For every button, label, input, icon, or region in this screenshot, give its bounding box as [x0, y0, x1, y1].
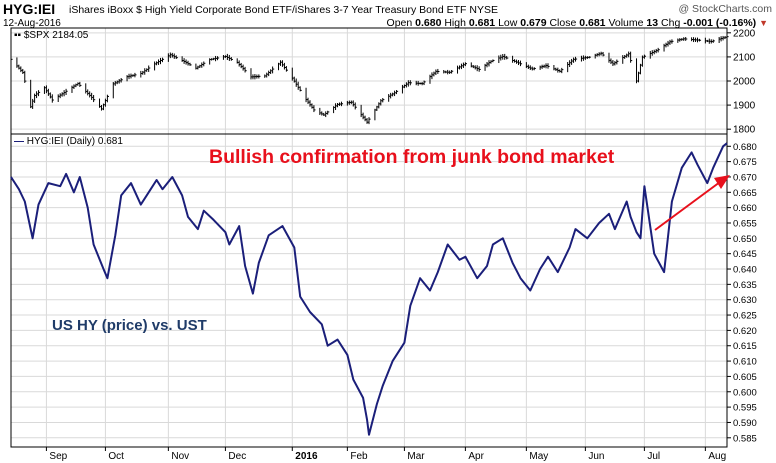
spx-y-axis-tick-label: 1800 [733, 125, 756, 136]
low-value: 0.679 [520, 17, 547, 29]
spx-legend: ▪▪ $SPX 2184.05 [14, 30, 88, 41]
spx-y-axis-tick-label: 2000 [733, 77, 756, 88]
watermark: @ StockCharts.com [678, 3, 772, 15]
ratio-series-line [10, 142, 728, 436]
spx-y-axis-tick-label: 1900 [733, 101, 756, 112]
x-axis: Sep Oct Nov Dec 2016 Feb Mar Apr May Jun Jul Aug [45, 447, 726, 462]
ratio-y-axis-tick-label: 0.640 [733, 265, 757, 276]
x-axis-tick-label: 2016 [295, 451, 318, 462]
ratio-y-axis-tick-label: 0.605 [733, 372, 757, 383]
annotation-series-description: US HY (price) vs. UST [52, 317, 207, 334]
ratio-y-axis-tick-label: 0.630 [733, 295, 757, 306]
spx-y-axis: 1800 1900 2000 2100 2200 [727, 28, 756, 136]
ratio-y-axis-tick-label: 0.665 [733, 188, 757, 199]
spx-y-axis-tick-label: 2200 [733, 28, 756, 39]
x-axis-tick-label: Oct [108, 451, 124, 462]
ratio-y-axis-tick-label: 0.675 [733, 157, 757, 168]
ratio-gridlines [11, 134, 727, 447]
chg-down-arrow-icon: ▼ [759, 18, 768, 28]
x-axis-tick-label: Jul [647, 451, 660, 462]
high-label: High [444, 17, 466, 29]
ratio-legend-icon: — [14, 136, 24, 147]
close-label: Close [549, 17, 577, 29]
open-value: 0.680 [415, 17, 442, 29]
ratio-y-axis-tick-label: 0.680 [733, 142, 757, 153]
ratio-y-axis-tick-label: 0.660 [733, 203, 757, 214]
x-axis-tick-label: Dec [228, 451, 246, 462]
ratio-y-axis-tick-label: 0.585 [733, 433, 757, 444]
chart-date: 12-Aug-2016 [3, 18, 61, 29]
chg-label: Chg [661, 17, 681, 29]
ratio-pane-frame [10, 133, 728, 448]
x-axis-tick-label: Apr [468, 451, 484, 462]
ratio-y-axis-tick-label: 0.590 [733, 418, 757, 429]
trend-arrow-head-icon [714, 175, 730, 189]
x-axis-tick-label: Mar [407, 451, 425, 462]
chg-value: -0.001 (-0.16%) [683, 17, 757, 29]
ratio-y-axis-tick-label: 0.620 [733, 326, 757, 337]
spx-price-bars [10, 34, 729, 125]
spx-y-axis-tick-label: 2100 [733, 52, 756, 63]
ratio-y-axis-tick-label: 0.670 [733, 172, 757, 183]
ratio-y-axis-tick-label: 0.610 [733, 357, 757, 368]
x-axis-tick-label: Feb [350, 451, 368, 462]
spx-gridlines [11, 28, 727, 134]
low-label: Low [498, 17, 518, 29]
chart-symbol: HYG:IEI [3, 1, 56, 17]
ratio-y-axis-tick-label: 0.625 [733, 311, 757, 322]
ratio-y-axis-tick-label: 0.655 [733, 218, 757, 229]
open-label: Open [386, 17, 413, 29]
high-value: 0.681 [468, 17, 496, 29]
ratio-legend: — HYG:IEI (Daily) 0.681 [14, 136, 123, 147]
spx-legend-icon: ▪▪ [14, 30, 22, 41]
x-axis-tick-label: Sep [49, 451, 67, 462]
ratio-y-axis-tick-label: 0.645 [733, 249, 757, 260]
x-axis-tick-label: Nov [171, 451, 189, 462]
volume-value: 13 [646, 17, 659, 29]
x-axis-tick-label: May [529, 451, 548, 462]
ohlc-readout: Open 0.680 High 0.681 Low 0.679 Close 0.… [387, 17, 768, 29]
volume-label: Volume [608, 17, 644, 29]
close-value: 0.681 [579, 17, 606, 29]
x-axis-tick-label: Jun [588, 451, 604, 462]
ratio-y-axis: 0.585 0.590 0.595 0.600 0.605 0.610 0.615 0.620… [727, 142, 757, 444]
ratio-y-axis-tick-label: 0.595 [733, 403, 757, 414]
ratio-y-axis-tick-label: 0.600 [733, 387, 757, 398]
ratio-y-axis-tick-label: 0.635 [733, 280, 757, 291]
spx-legend-text: $SPX 2184.05 [23, 30, 89, 41]
annotation-bullish: Bullish confirmation from junk bond mark… [209, 146, 615, 168]
ratio-y-axis-tick-label: 0.650 [733, 234, 757, 245]
chart-description: iShares iBoxx $ High Yield Corporate Bon… [69, 4, 498, 16]
ratio-y-axis-tick-label: 0.615 [733, 341, 757, 352]
trend-arrow-line [654, 181, 721, 231]
x-axis-tick-label: Aug [708, 451, 726, 462]
ratio-legend-text: HYG:IEI (Daily) 0.681 [26, 136, 123, 147]
